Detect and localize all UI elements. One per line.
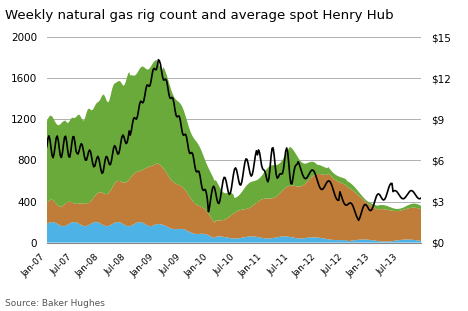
Text: Weekly natural gas rig count and average spot Henry Hub: Weekly natural gas rig count and average… bbox=[5, 9, 393, 22]
Text: Source: Baker Hughes: Source: Baker Hughes bbox=[5, 299, 104, 308]
